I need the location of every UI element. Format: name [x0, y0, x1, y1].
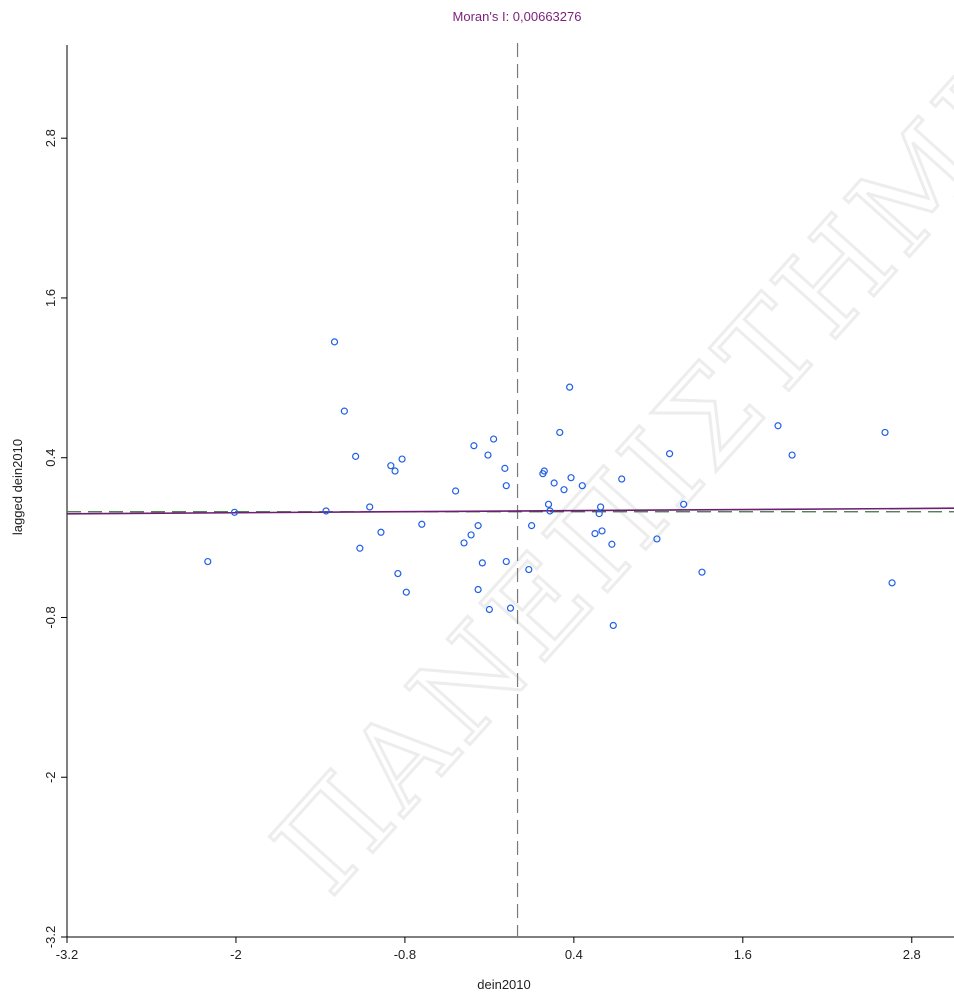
- data-point: [467, 531, 475, 539]
- x-tick-label: -3.2: [56, 947, 78, 962]
- data-point: [597, 503, 605, 511]
- x-axis-title: dein2010: [477, 977, 531, 992]
- data-point: [330, 338, 339, 346]
- data-point: [698, 568, 706, 576]
- data-point: [230, 508, 239, 516]
- data-point: [204, 557, 212, 566]
- data-point: [501, 464, 509, 472]
- data-point: [402, 588, 410, 596]
- data-point: [567, 474, 575, 482]
- x-tick-label: 2.8: [903, 947, 921, 962]
- data-point: [352, 452, 360, 460]
- y-tick-label: 0.4: [43, 449, 58, 467]
- y-tick-label: -3.2: [43, 926, 58, 948]
- data-point: [484, 451, 492, 459]
- data-point: [356, 544, 364, 552]
- x-tick-label: -2: [230, 947, 242, 962]
- data-point: [774, 422, 782, 430]
- data-point: [528, 522, 536, 530]
- data-point: [591, 530, 599, 538]
- y-tick-label: -2: [43, 771, 58, 783]
- y-tick-label: 2.8: [43, 129, 58, 147]
- data-point: [680, 500, 688, 508]
- data-point: [502, 482, 510, 490]
- plot-area: -3.2 -2 -0.8 0.4 1.6 2.8 -3.2 -2 -0.8 0.4 1.6 2.8: [43, 43, 954, 962]
- data-point: [881, 428, 889, 437]
- data-point: [546, 507, 554, 515]
- data-point: [387, 462, 395, 470]
- data-point: [470, 442, 478, 450]
- data-point: [540, 467, 548, 475]
- data-point: [550, 479, 558, 487]
- data-point: [474, 522, 482, 530]
- data-point: [609, 621, 617, 630]
- watermark-text: ΠΑΝΕΠΙΣΤΗΜΙΟ ΠΕΙΡΑΙΩΣ: [248, 0, 954, 919]
- data-point: [490, 435, 498, 443]
- y-axis-title: lagged dein2010: [10, 439, 25, 535]
- data-point: [377, 528, 385, 536]
- data-point: [502, 557, 510, 566]
- data-point: [544, 500, 553, 508]
- data-point: [566, 383, 574, 391]
- data-point: [598, 527, 606, 535]
- data-point: [618, 475, 626, 483]
- x-tick-label: 0.4: [565, 947, 583, 962]
- data-point: [888, 579, 896, 587]
- data-point: [478, 559, 486, 567]
- y-tick-label: 1.6: [43, 289, 58, 307]
- data-point: [560, 486, 568, 494]
- x-tick-label: 1.6: [734, 947, 752, 962]
- data-point: [474, 585, 482, 594]
- data-point: [340, 407, 348, 415]
- data-point: [788, 451, 796, 459]
- data-point: [595, 510, 603, 518]
- x-tick-label: -0.8: [394, 947, 416, 962]
- data-point: [398, 455, 406, 463]
- data-point: [366, 503, 374, 511]
- data-point: [525, 565, 533, 574]
- data-point: [394, 569, 402, 578]
- data-point: [418, 520, 426, 528]
- data-point: [391, 467, 399, 475]
- data-point: [506, 604, 515, 612]
- data-point: [665, 450, 674, 458]
- data-point: [322, 507, 330, 515]
- data-point: [608, 540, 616, 548]
- data-point: [653, 535, 661, 543]
- data-point: [578, 482, 586, 490]
- data-point: [556, 428, 564, 437]
- chart-title: Moran's I: 0,00663276: [453, 9, 582, 24]
- regression-line: [66, 507, 954, 515]
- data-point: [485, 605, 493, 614]
- data-point: [460, 539, 468, 547]
- data-point: [451, 487, 460, 495]
- y-tick-label: -0.8: [43, 606, 58, 628]
